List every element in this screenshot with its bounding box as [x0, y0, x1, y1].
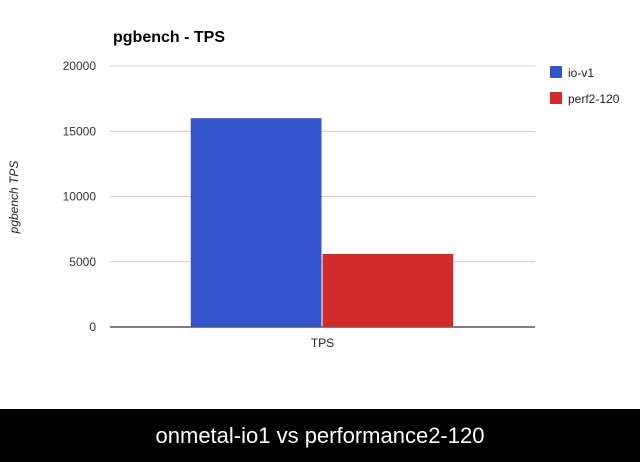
bar-io-v1: [190, 118, 322, 327]
bars: [190, 118, 454, 327]
y-tick-label: 10000: [63, 190, 97, 204]
x-tick-label: TPS: [311, 336, 334, 350]
legend-swatch-perf2-120: [550, 92, 562, 104]
legend-label-perf2-120: perf2-120: [568, 92, 620, 106]
y-tick-label: 20000: [63, 59, 97, 73]
chart-title: pgbench - TPS: [113, 29, 225, 46]
y-tick-label: 5000: [69, 255, 96, 269]
y-tick-label: 0: [89, 320, 96, 334]
y-axis-label: pgbench TPS: [7, 161, 21, 235]
y-tick-label: 15000: [63, 124, 97, 138]
x-tick-labels: TPS: [311, 336, 334, 350]
legend-swatch-io-v1: [550, 66, 562, 78]
bar-chart: pgbench - TPS pgbench TPS 0 5000 10000 1500…: [7, 29, 620, 350]
caption-text: onmetal-io1 vs performance2-120: [155, 422, 485, 448]
legend: io-v1 perf2-120: [550, 66, 620, 106]
y-tick-labels: 0 5000 10000 15000 20000: [63, 59, 97, 334]
bar-perf2-120: [322, 253, 454, 327]
caption-bar: onmetal-io1 vs performance2-120: [0, 409, 640, 462]
legend-label-io-v1: io-v1: [568, 66, 594, 80]
